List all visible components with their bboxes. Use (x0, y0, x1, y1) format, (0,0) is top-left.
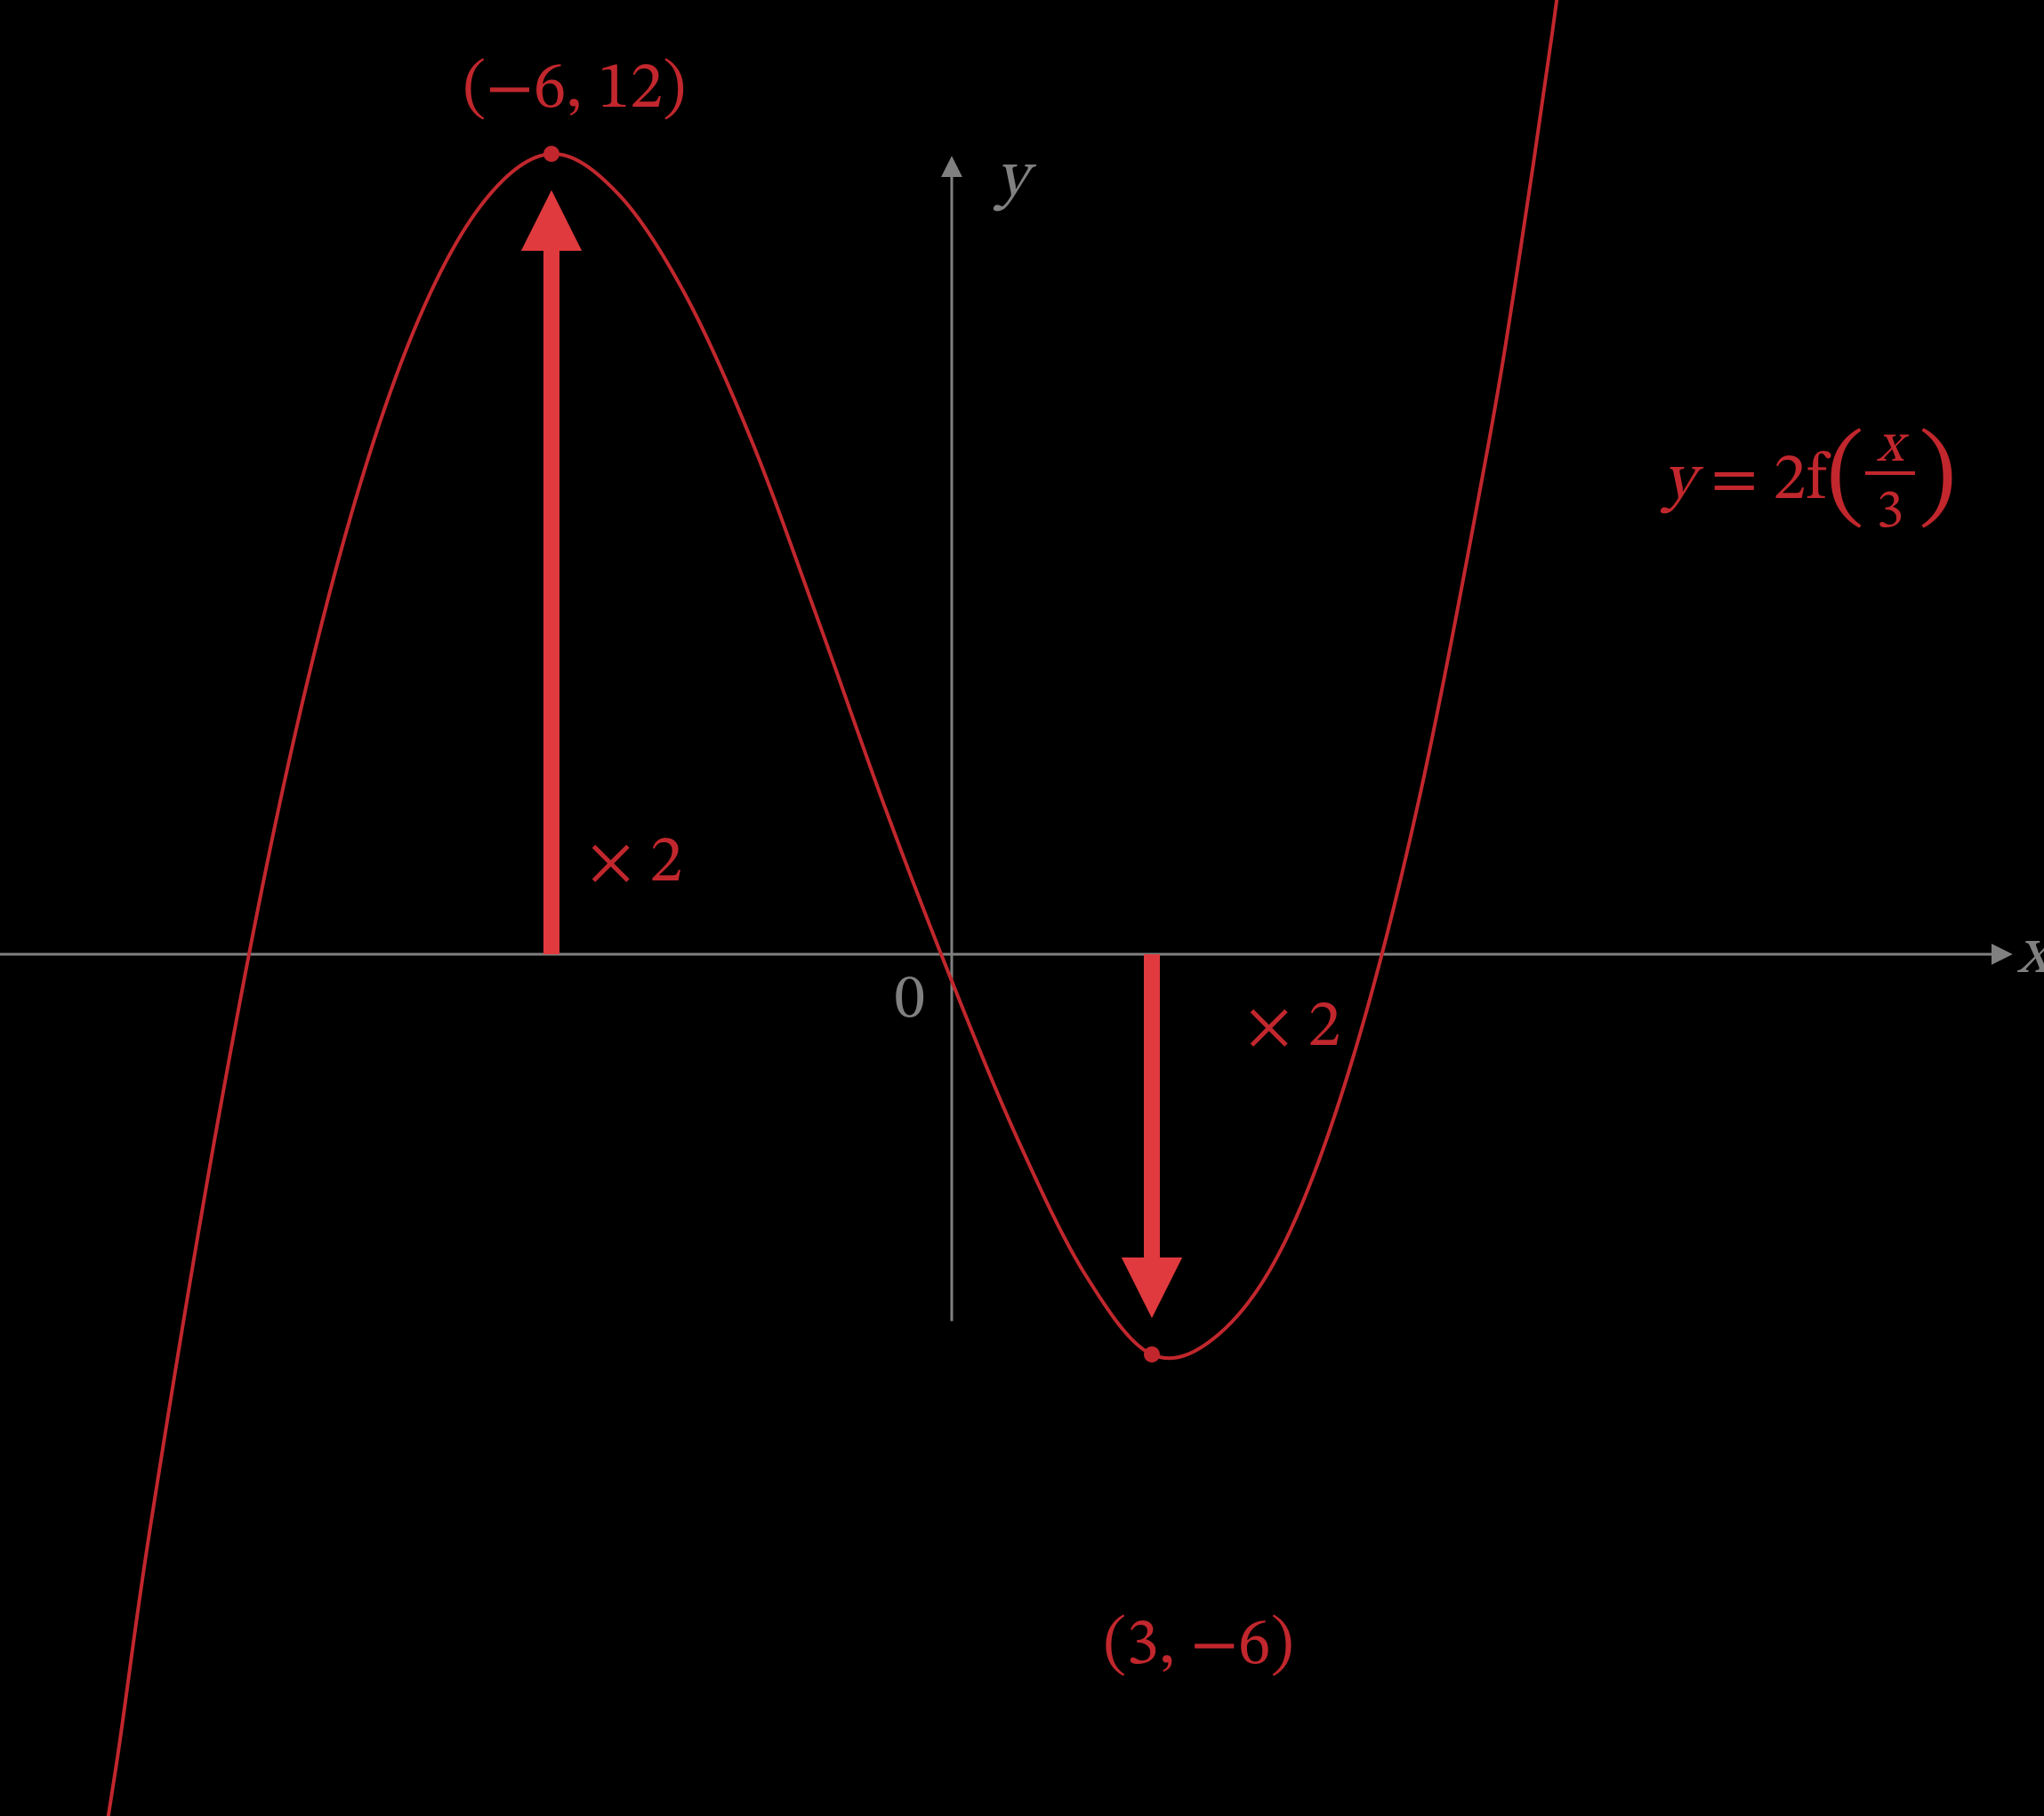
y-axis-label: y (993, 146, 1037, 212)
point-min-label: (3, −6) (1103, 1613, 1294, 1679)
curve-label-frac-num: x (1876, 419, 1910, 474)
curve-label-frac-den: 3 (1877, 485, 1904, 540)
point-max-label: (−6, 12) (463, 57, 687, 123)
curve-label: y = 2f( (1660, 426, 1864, 533)
x-axis-label: x (2016, 922, 2044, 988)
point-min (1144, 1346, 1160, 1362)
function-curve (92, 0, 1573, 1816)
origin-label: 0 (894, 969, 925, 1032)
curve-label-rparen: ) (1919, 426, 1957, 533)
point-max (543, 146, 559, 162)
down-arrow-label: × 2 (1245, 995, 1340, 1061)
up-arrow-label: × 2 (587, 831, 682, 896)
